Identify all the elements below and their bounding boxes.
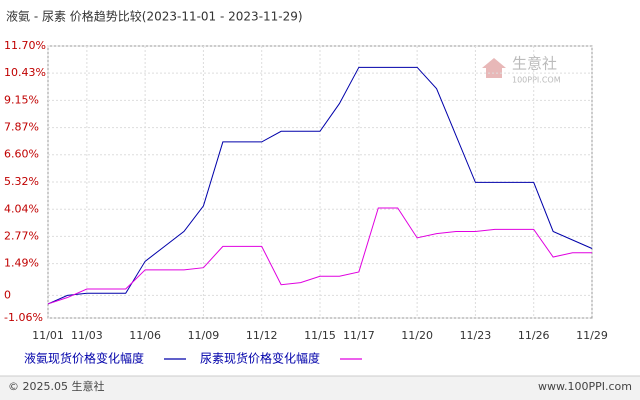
y-tick-label: 11.70% <box>4 39 46 52</box>
x-tick-label: 11/06 <box>129 329 161 342</box>
x-tick-label: 11/09 <box>188 329 220 342</box>
y-tick-label: 4.04% <box>4 202 39 215</box>
x-tick-label: 11/15 <box>304 329 336 342</box>
watermark: 生意社 <box>512 55 557 73</box>
x-tick-label: 11/23 <box>460 329 492 342</box>
watermark: 100PPI.COM <box>512 76 561 85</box>
series-line <box>47 207 592 305</box>
x-tick-label: 11/17 <box>343 329 375 342</box>
y-tick-label: 10.43% <box>4 66 46 79</box>
x-tick-label: 11/26 <box>518 329 550 342</box>
y-tick-label: -1.06% <box>4 311 43 324</box>
chart-title: 液氨 - 尿素 价格趋势比较(2023-11-01 - 2023-11-29) <box>6 9 303 24</box>
footer-right: www.100PPI.com <box>538 380 632 393</box>
x-tick-label: 11/01 <box>32 329 64 342</box>
footer-bar <box>0 376 640 400</box>
y-tick-label: 6.60% <box>4 148 39 161</box>
y-tick-label: 7.87% <box>4 121 39 134</box>
legend-label: 液氨现货价格变化幅度 <box>24 351 144 366</box>
y-tick-label: 0 <box>4 288 11 301</box>
y-tick-label: 2.77% <box>4 229 39 242</box>
footer-left: © 2025.05 生意社 <box>8 379 104 393</box>
series-line <box>47 66 593 305</box>
x-tick-label: 11/03 <box>71 329 103 342</box>
y-tick-label: 9.15% <box>4 93 39 106</box>
legend-label: 尿素现货价格变化幅度 <box>200 351 320 366</box>
y-tick-label: 5.32% <box>4 175 39 188</box>
y-tick-label: 1.49% <box>4 257 39 270</box>
x-tick-label: 11/12 <box>246 329 278 342</box>
x-tick-label: 11/20 <box>401 329 433 342</box>
x-tick-label: 11/29 <box>576 329 608 342</box>
